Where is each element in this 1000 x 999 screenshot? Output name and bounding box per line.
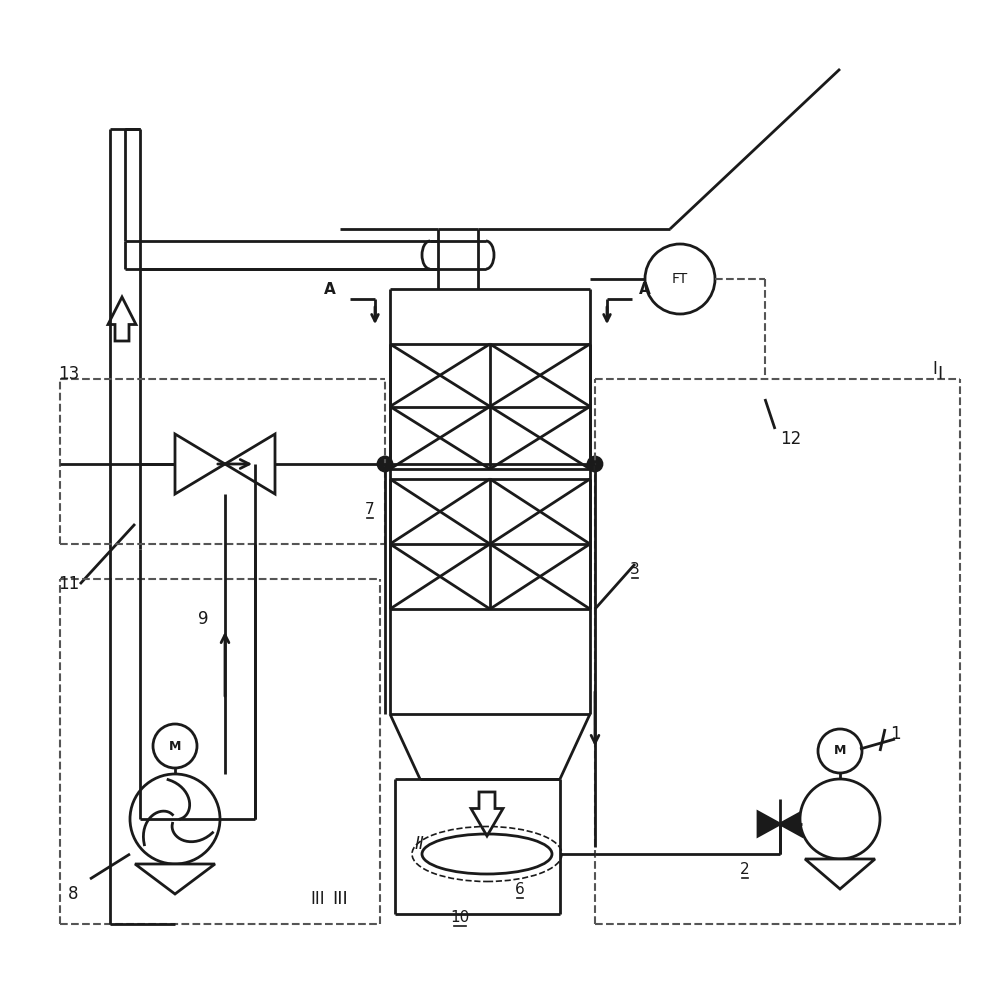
Polygon shape	[108, 297, 136, 341]
Text: 6: 6	[515, 881, 525, 896]
Text: III: III	[332, 890, 348, 908]
Circle shape	[800, 779, 880, 859]
Text: A: A	[324, 282, 336, 297]
Text: III: III	[310, 890, 325, 908]
Polygon shape	[471, 792, 503, 836]
Text: II: II	[415, 835, 425, 853]
Circle shape	[130, 774, 220, 864]
Text: M: M	[169, 739, 181, 752]
Circle shape	[378, 457, 392, 471]
Text: 9: 9	[198, 610, 208, 628]
Polygon shape	[225, 434, 275, 494]
Text: FT: FT	[672, 272, 688, 286]
Text: 12: 12	[780, 430, 801, 448]
Text: 2: 2	[740, 861, 750, 876]
Circle shape	[645, 244, 715, 314]
Polygon shape	[135, 864, 215, 894]
Text: M: M	[834, 744, 846, 757]
Text: 7: 7	[365, 501, 375, 516]
Circle shape	[818, 729, 862, 773]
Text: 11: 11	[58, 575, 79, 593]
Text: 8: 8	[68, 885, 78, 903]
Polygon shape	[780, 812, 802, 836]
Polygon shape	[758, 812, 780, 836]
Text: 13: 13	[58, 365, 79, 383]
Text: A: A	[639, 282, 651, 297]
Text: I: I	[937, 365, 943, 383]
Text: 1: 1	[890, 725, 901, 743]
Text: I: I	[933, 360, 937, 378]
Text: 10: 10	[450, 909, 470, 924]
Polygon shape	[805, 859, 875, 889]
Circle shape	[153, 724, 197, 768]
Circle shape	[588, 457, 602, 471]
Polygon shape	[175, 434, 225, 494]
Text: 3: 3	[630, 561, 640, 576]
